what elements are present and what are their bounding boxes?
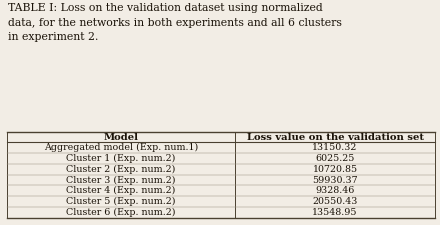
Text: Loss value on the validation set: Loss value on the validation set	[246, 133, 424, 142]
Text: Cluster 5 (Exp. num.2): Cluster 5 (Exp. num.2)	[66, 197, 176, 206]
Text: Model: Model	[103, 133, 139, 142]
Text: 9328.46: 9328.46	[315, 186, 355, 195]
Text: 6025.25: 6025.25	[315, 154, 355, 163]
Text: Aggregated model (Exp. num.1): Aggregated model (Exp. num.1)	[44, 143, 198, 152]
Text: Cluster 1 (Exp. num.2): Cluster 1 (Exp. num.2)	[66, 154, 176, 163]
Text: TABLE I: Loss on the validation dataset using normalized
data, for the networks : TABLE I: Loss on the validation dataset …	[8, 3, 342, 42]
Text: Cluster 4 (Exp. num.2): Cluster 4 (Exp. num.2)	[66, 186, 176, 196]
Text: Cluster 3 (Exp. num.2): Cluster 3 (Exp. num.2)	[66, 176, 176, 185]
Text: 20550.43: 20550.43	[312, 197, 358, 206]
Text: 13548.95: 13548.95	[312, 208, 358, 217]
Text: 13150.32: 13150.32	[312, 143, 358, 152]
Text: 10720.85: 10720.85	[312, 165, 358, 174]
Text: 59930.37: 59930.37	[312, 176, 358, 184]
Text: Cluster 2 (Exp. num.2): Cluster 2 (Exp. num.2)	[66, 165, 176, 174]
Text: Cluster 6 (Exp. num.2): Cluster 6 (Exp. num.2)	[66, 208, 176, 217]
